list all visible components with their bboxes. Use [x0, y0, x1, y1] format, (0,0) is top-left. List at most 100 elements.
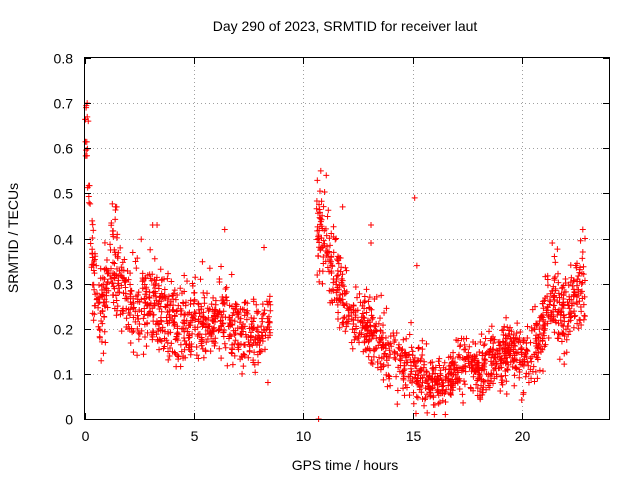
data-point: [134, 352, 141, 359]
data-point: [374, 358, 381, 365]
data-point: [241, 341, 248, 348]
data-point: [98, 317, 105, 324]
data-point: [158, 290, 165, 297]
data-point: [524, 323, 531, 330]
data-point: [208, 301, 215, 308]
data-point: [566, 328, 573, 335]
data-point: [135, 329, 142, 336]
data-point: [113, 312, 120, 319]
data-point: [182, 354, 189, 361]
data-point: [206, 265, 213, 272]
data-point: [531, 351, 538, 358]
data-point: [138, 236, 145, 243]
data-point: [258, 323, 265, 330]
data-point: [421, 358, 428, 365]
data-point: [216, 279, 223, 286]
data-point: [336, 296, 343, 303]
data-point: [228, 271, 235, 278]
data-point: [127, 299, 134, 306]
data-point: [461, 381, 468, 388]
data-point: [562, 280, 569, 287]
data-point: [484, 377, 491, 384]
data-point: [442, 366, 449, 373]
data-point: [89, 254, 96, 261]
data-point: [436, 362, 443, 369]
data-point: [545, 313, 552, 320]
data-point: [466, 343, 473, 350]
data-point: [502, 367, 509, 374]
data-point: [127, 281, 134, 288]
data-point: [434, 380, 441, 387]
data-point: [563, 336, 570, 343]
data-point: [172, 296, 179, 303]
data-point: [241, 299, 248, 306]
data-point: [478, 331, 485, 338]
data-point: [266, 293, 273, 300]
data-point: [387, 382, 394, 389]
data-point: [200, 314, 207, 321]
data-point: [408, 368, 415, 375]
data-point: [144, 272, 151, 279]
data-point: [164, 275, 171, 282]
data-point: [514, 320, 521, 327]
data-point: [380, 322, 387, 329]
data-point: [541, 327, 548, 334]
data-point: [423, 340, 430, 347]
data-point: [103, 292, 110, 299]
data-point: [476, 348, 483, 355]
data-point: [369, 316, 376, 323]
data-point: [540, 316, 547, 323]
data-point: [133, 265, 140, 272]
data-point: [339, 281, 346, 288]
data-point: [147, 308, 154, 315]
data-point: [140, 315, 147, 322]
data-point: [488, 371, 495, 378]
data-point: [211, 310, 218, 317]
data-point: [459, 391, 466, 398]
data-point: [177, 285, 184, 292]
data-point: [419, 352, 426, 359]
data-point: [175, 353, 182, 360]
data-point: [127, 340, 134, 347]
data-point: [342, 328, 349, 335]
data-point: [188, 348, 195, 355]
data-point: [431, 411, 438, 418]
data-point: [103, 285, 110, 292]
data-point: [555, 320, 562, 327]
data-point: [566, 311, 573, 318]
data-point: [201, 294, 208, 301]
data-point: [327, 260, 334, 267]
data-point: [544, 304, 551, 311]
data-point: [442, 399, 449, 406]
data-point: [261, 307, 268, 314]
data-point: [315, 232, 322, 239]
data-point: [536, 367, 543, 374]
data-point: [560, 301, 567, 308]
data-point: [470, 364, 477, 371]
data-point: [103, 298, 110, 305]
data-point: [361, 339, 368, 346]
data-point: [233, 301, 240, 308]
data-point: [149, 336, 156, 343]
data-point: [120, 267, 127, 274]
data-point: [150, 281, 157, 288]
data-point: [456, 385, 463, 392]
data-point: [500, 326, 507, 333]
data-point: [147, 246, 154, 253]
data-point: [503, 314, 510, 321]
data-point: [572, 312, 579, 319]
data-point: [314, 236, 321, 243]
data-point: [116, 267, 123, 274]
data-point: [157, 317, 164, 324]
data-point: [315, 233, 322, 240]
data-point: [157, 266, 164, 273]
data-point: [536, 318, 543, 325]
data-point: [413, 393, 420, 400]
data-point: [538, 312, 545, 319]
data-point: [508, 338, 515, 345]
data-point: [570, 277, 577, 284]
data-point: [135, 336, 142, 343]
data-point: [390, 330, 397, 337]
data-point: [244, 310, 251, 317]
data-point: [191, 324, 198, 331]
